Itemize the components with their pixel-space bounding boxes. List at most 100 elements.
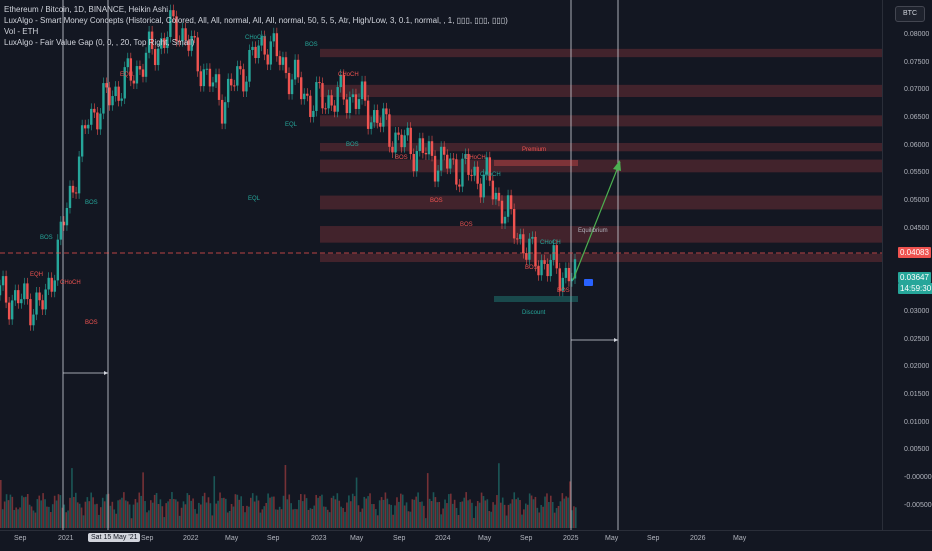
volume-bar — [413, 499, 416, 528]
candle-body — [309, 95, 312, 117]
price-axis[interactable] — [882, 0, 932, 530]
candle-body — [251, 46, 254, 50]
candle-body — [336, 87, 339, 112]
volume-bar — [369, 493, 371, 528]
smc-label-choch: CHoCH — [465, 155, 486, 161]
volume-bar — [530, 495, 533, 528]
candle-body — [558, 268, 561, 291]
candle-body — [150, 31, 154, 50]
candle-body — [138, 66, 142, 70]
volume-bar — [67, 510, 69, 528]
volume-bars — [0, 463, 577, 528]
volume-bar — [151, 502, 154, 528]
volume-bar — [225, 498, 227, 528]
volume-bar — [280, 509, 283, 528]
volume-bar — [269, 497, 271, 528]
smc-label-bos: BOS — [85, 320, 98, 326]
volume-bar — [417, 492, 419, 528]
candle-body — [412, 153, 415, 172]
volume-bar — [42, 493, 44, 528]
candle-body — [515, 238, 519, 240]
volume-bar — [355, 477, 358, 528]
time-axis[interactable] — [0, 530, 932, 551]
candle-body — [1, 276, 5, 286]
volume-bar — [290, 503, 292, 528]
candle-body — [117, 86, 120, 101]
candle-body — [93, 108, 96, 113]
volume-bar — [459, 501, 462, 528]
volume-bar — [157, 503, 160, 528]
volume-bar — [171, 492, 173, 528]
volume-bar — [238, 499, 241, 528]
volume-bar — [323, 506, 325, 528]
volume-bar — [415, 496, 417, 528]
candle-body — [187, 40, 190, 51]
supply-zone — [320, 115, 882, 127]
volume-bar — [565, 496, 567, 528]
volume-bar — [488, 511, 491, 528]
candle-body — [230, 78, 233, 86]
candle-body — [452, 158, 455, 160]
volume-bar — [444, 499, 446, 528]
legend-smc-indicator[interactable]: LuxAlgo - Smart Money Concepts (Historic… — [4, 16, 508, 25]
candle-body — [439, 146, 443, 171]
volume-bar — [542, 506, 544, 528]
volume-bar — [540, 504, 542, 528]
volume-bar — [328, 512, 331, 528]
candle-body — [26, 283, 29, 300]
volume-bar — [9, 494, 12, 528]
candle-body — [400, 134, 403, 148]
volume-bar — [317, 497, 319, 528]
candle-body — [549, 259, 552, 277]
volume-bar — [150, 500, 152, 528]
supply-zones — [320, 48, 882, 263]
legend-symbol[interactable]: Ethereum / Bitcoin, 1D, BINANCE, Heikin … — [4, 5, 169, 14]
candle-body — [233, 85, 236, 87]
candle-body — [96, 112, 99, 130]
candle-body — [293, 59, 297, 80]
price-tick: 0.05500 — [904, 169, 930, 177]
volume-bar — [34, 512, 37, 528]
volume-bar — [36, 499, 39, 528]
volume-bar — [261, 509, 264, 528]
volume-bar — [213, 476, 216, 528]
candle-body — [147, 31, 151, 53]
volume-bar — [338, 500, 341, 528]
volume-bar — [119, 499, 121, 528]
candle-body — [567, 267, 571, 282]
time-tick: Sep — [141, 535, 154, 542]
volume-bar — [219, 492, 221, 528]
volume-bar — [348, 495, 350, 528]
volume-bar — [451, 503, 454, 528]
volume-bar — [438, 501, 441, 528]
candle-body — [193, 36, 196, 38]
volume-bar — [517, 497, 519, 528]
volume-bar — [200, 504, 202, 528]
volume-bar — [100, 507, 102, 528]
volume-bar — [165, 503, 167, 528]
candle-body — [546, 263, 549, 277]
legend-fvg-indicator[interactable]: LuxAlgo - Fair Value Gap (0, 0, , 20, To… — [4, 38, 195, 47]
candle-body — [32, 314, 35, 326]
volume-bar — [123, 492, 125, 528]
time-tick: Sep — [647, 535, 660, 542]
volume-bar — [182, 501, 185, 528]
volume-bar — [334, 499, 337, 528]
candle-body — [160, 38, 163, 49]
volume-bar — [298, 499, 300, 528]
candle-body — [543, 260, 546, 264]
volume-bar — [476, 501, 479, 528]
volume-bar — [430, 501, 433, 528]
volume-bar — [288, 494, 291, 528]
legend-volume[interactable]: Vol - ETH — [4, 27, 39, 36]
candle-body — [351, 94, 355, 98]
volume-bar — [315, 494, 317, 528]
volume-bar — [490, 511, 492, 528]
volume-bar — [203, 492, 206, 528]
volume-bar — [536, 507, 539, 528]
volume-bar — [450, 493, 452, 528]
volume-bar — [148, 510, 150, 528]
candle-body — [391, 146, 394, 153]
symbol-currency-button[interactable]: BTC — [895, 6, 925, 22]
